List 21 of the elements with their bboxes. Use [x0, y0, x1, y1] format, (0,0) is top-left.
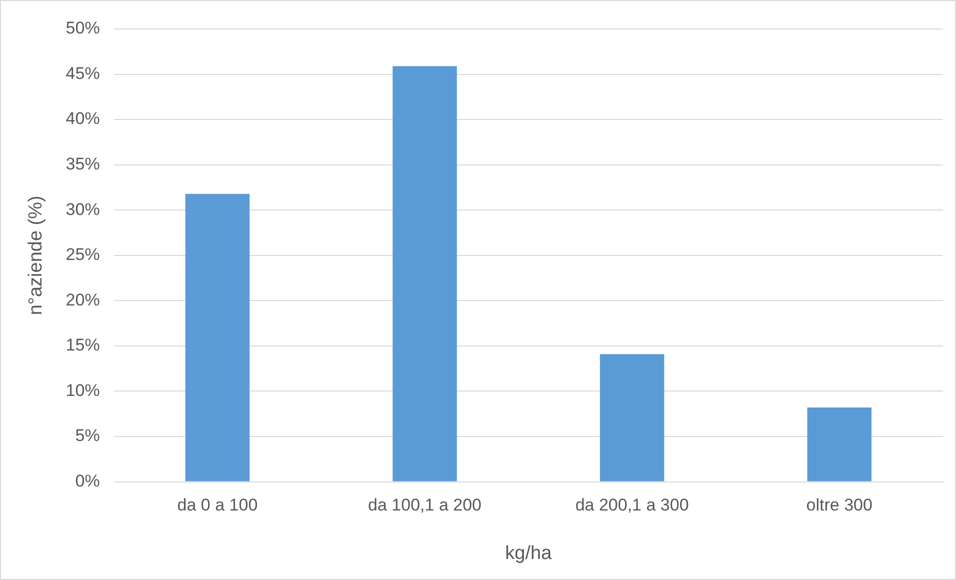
y-tick-label: 5% — [75, 426, 100, 446]
y-axis-title: n°aziende (%) — [26, 196, 47, 316]
x-tick-label: oltre 300 — [806, 496, 872, 515]
y-tick-label: 20% — [66, 290, 100, 310]
y-tick-label: 50% — [66, 18, 100, 38]
x-tick-label: da 0 a 100 — [177, 496, 258, 515]
x-axis-title: kg/ha — [505, 542, 552, 564]
x-tick-label: da 100,1 a 200 — [368, 496, 482, 515]
y-tick-label: 15% — [66, 336, 100, 355]
bar — [807, 408, 872, 482]
y-tick-label: 0% — [75, 471, 100, 490]
bar — [600, 354, 664, 482]
y-tick-label: 45% — [66, 64, 100, 83]
y-tick-label: 40% — [66, 109, 100, 128]
x-tick-label: da 200,1 a 300 — [575, 496, 689, 515]
bar — [392, 66, 457, 482]
y-tick-label: 10% — [66, 380, 100, 400]
bar — [185, 194, 250, 482]
y-tick-label: 25% — [66, 245, 100, 264]
y-tick-label: 35% — [66, 154, 100, 174]
y-tick-label: 30% — [66, 200, 100, 219]
